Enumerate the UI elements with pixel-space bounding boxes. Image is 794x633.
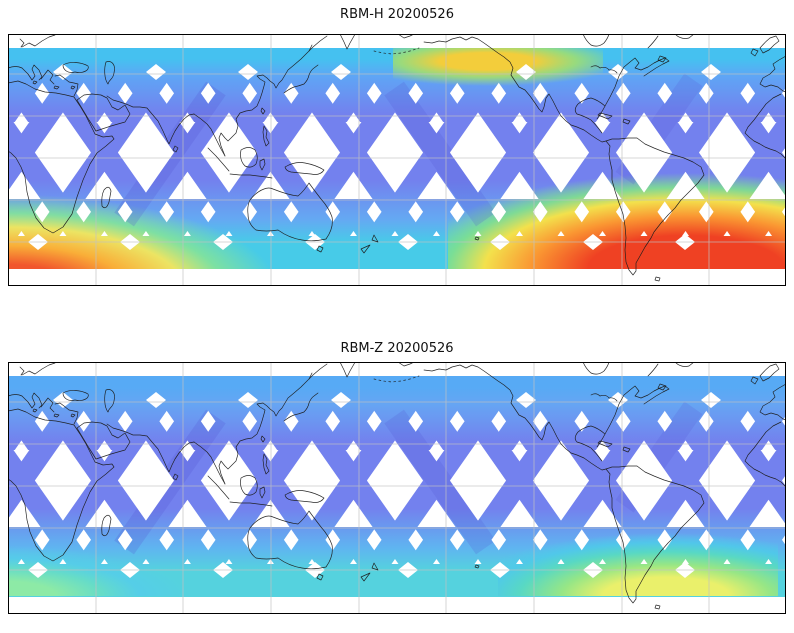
graticule [8,34,786,286]
panel-border [8,362,786,614]
map-panel-rbm-h [8,34,786,286]
panel-title-rbm-h: RBM-H 20200526 [340,7,454,22]
panel-border [8,34,786,286]
map-panel-rbm-z [8,362,786,614]
graticule [8,362,786,614]
swath-data-layer [8,48,786,286]
swath-data-layer [8,376,786,597]
panel-title-rbm-z: RBM-Z 20200526 [340,341,454,356]
